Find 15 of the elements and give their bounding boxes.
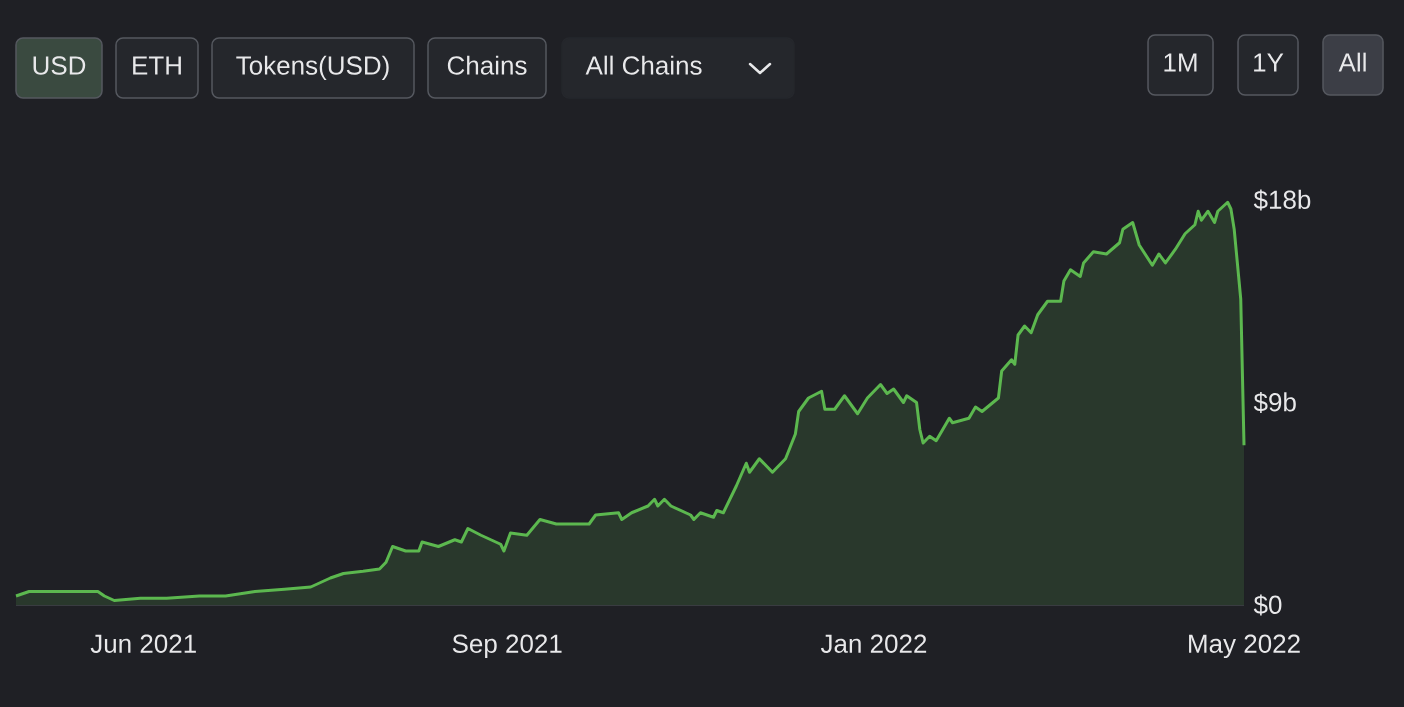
- x-tick-label: Sep 2021: [452, 634, 562, 659]
- text: Chains: [447, 55, 527, 75]
- text: All: [1338, 52, 1366, 72]
- x-tick-label: Jan 2022: [820, 634, 927, 653]
- text: USD: [33, 56, 86, 75]
- x-tick-label: Jun 2021: [90, 634, 196, 653]
- y-tick-label: $18b: [1253, 189, 1311, 211]
- text: ETH: [133, 56, 181, 75]
- y-tick-label: $9b: [1253, 391, 1296, 414]
- x-tick-label: May 2022: [1189, 634, 1300, 659]
- text: All Chains: [585, 55, 702, 75]
- text: 1M: [1164, 53, 1197, 72]
- y-tick-label: $0: [1253, 594, 1282, 616]
- text: Tokens(USD): [236, 55, 389, 80]
- text: 1Y: [1254, 53, 1284, 72]
